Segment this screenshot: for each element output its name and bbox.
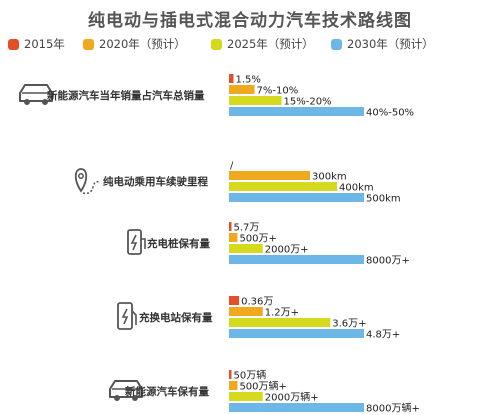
bar: [229, 85, 255, 94]
bar: [229, 307, 263, 316]
legend-item: 2020年（预计）: [83, 36, 186, 52]
category-label: 充电桩保有量: [147, 237, 210, 250]
car-body: [109, 380, 143, 398]
category-label: 充换电站保有量: [139, 311, 213, 324]
pin-shape: [74, 168, 88, 193]
category-label: 纯电动乘用车续驶里程: [103, 175, 208, 188]
car-body: [19, 84, 53, 102]
car-icon: [109, 380, 143, 401]
data-label: 15%-20%: [284, 97, 332, 108]
pile-cable: [141, 238, 146, 249]
charging-pile-icon: [127, 229, 146, 255]
data-label: 2000万辆+: [265, 391, 319, 404]
bar: [229, 222, 232, 231]
map-pin-route-icon: [74, 168, 101, 195]
legend-swatch: [8, 38, 19, 50]
legend: 2015年 2020年（预计） 2025年（预计） 2030年（预计）: [8, 36, 498, 56]
legend-label: 2020年（预计）: [99, 37, 186, 51]
data-label: 400km: [339, 183, 374, 194]
data-label: 0.36万: [241, 297, 273, 308]
bar: [229, 193, 364, 202]
car-wheel: [42, 99, 48, 105]
data-label: 7%-10%: [257, 86, 299, 97]
bar: [229, 255, 364, 264]
bar: [229, 329, 364, 338]
bar: [229, 403, 364, 412]
data-label: 1.2万+: [265, 308, 299, 319]
charging-station-icon: [117, 302, 137, 330]
bar: [229, 171, 310, 180]
bolt-glyph: [130, 234, 138, 251]
bar: [229, 96, 282, 105]
category-label: 新能源汽车保有量: [125, 385, 209, 398]
data-label: 500km: [366, 194, 401, 205]
data-label: 5.7万: [234, 223, 260, 234]
data-label: 500万+: [239, 234, 276, 245]
data-label: 3.6万+: [332, 319, 366, 330]
car-icon: [19, 84, 53, 105]
station-body: [117, 302, 133, 330]
data-label: 2000万+: [265, 245, 309, 256]
bar: [229, 381, 238, 390]
bar: [229, 244, 263, 253]
bar: [229, 296, 240, 305]
legend-label: 2030年（预计）: [347, 37, 434, 51]
legend-swatch: [331, 38, 342, 50]
legend-label: 2025年（预计）: [227, 37, 314, 51]
data-label: 1.5%: [236, 75, 261, 86]
data-label: 500万辆+: [239, 380, 286, 393]
bar: [229, 74, 234, 83]
legend-label: 2015年: [24, 37, 65, 51]
station-cable: [131, 310, 137, 325]
bar: [229, 233, 238, 242]
route-path: [82, 180, 101, 195]
legend-swatch: [83, 38, 94, 50]
legend-item: 2015年: [8, 36, 65, 52]
data-label: 50万辆: [234, 369, 267, 382]
bar: [229, 182, 337, 191]
data-label: 4.8万+: [366, 330, 400, 341]
data-label: 300km: [312, 172, 347, 183]
chart-title: 纯电动与插电式混合动力汽车技术路线图: [88, 11, 412, 31]
bar: [229, 318, 331, 327]
data-label: 8000万+: [366, 256, 410, 267]
category-label: 新能源汽车当年销量占汽车总销量: [47, 89, 205, 102]
bar: [229, 392, 263, 401]
bolt-glyph: [121, 308, 129, 325]
data-label: 40%-50%: [366, 108, 414, 119]
car-wheel: [114, 395, 120, 401]
pile-body: [127, 229, 142, 255]
bar: [229, 370, 232, 379]
legend-item: 2025年（预计）: [211, 36, 314, 52]
car-wheel: [132, 395, 138, 401]
legend-item: 2030年（预计）: [331, 36, 434, 52]
bar: [229, 107, 364, 116]
data-label: 8000万辆+: [366, 402, 420, 415]
data-label: /: [230, 161, 234, 172]
legend-swatch: [211, 38, 222, 50]
pin-dot: [78, 173, 84, 179]
car-wheel: [24, 99, 30, 105]
